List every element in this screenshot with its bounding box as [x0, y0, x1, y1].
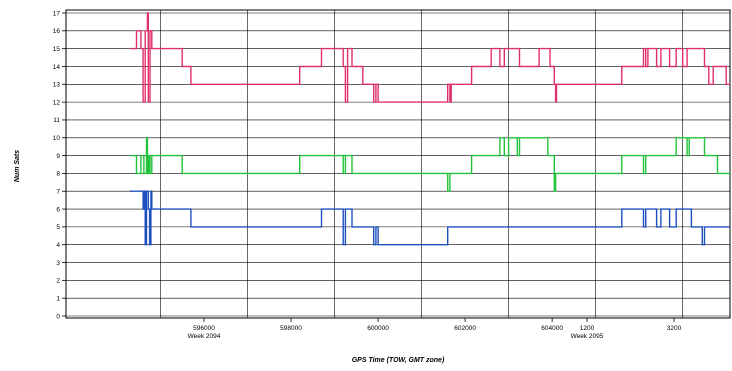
series-line-0 — [130, 12, 730, 103]
x-tick-label: 598000 — [280, 325, 302, 332]
y-tick-label: 12 — [53, 99, 61, 106]
x-axis-label: GPS Time (TOW, GMT zone) — [352, 357, 445, 364]
y-tick-label: 0 — [56, 313, 60, 320]
y-tick-label: 1 — [56, 295, 60, 302]
y-tick-label: 14 — [53, 64, 61, 71]
y-tick-label: 8 — [56, 171, 60, 178]
y-tick-label: 5 — [56, 224, 60, 231]
y-tick-label: 7 — [56, 189, 60, 196]
x-tick-sublabel: Week 2095 — [571, 333, 604, 340]
y-tick-label: 17 — [53, 10, 61, 17]
y-tick-label: 9 — [56, 153, 60, 160]
plot-area — [65, 9, 731, 319]
y-tick-label: 10 — [53, 135, 61, 142]
y-tick-label: 11 — [53, 117, 60, 124]
x-tick-label: 604000 — [541, 325, 563, 332]
series-line-1 — [130, 137, 730, 192]
y-tick-label: 13 — [53, 82, 61, 89]
series-group — [130, 12, 730, 246]
x-tick-label: 3200 — [667, 325, 682, 332]
x-tick-label: 1200 — [580, 325, 595, 332]
x-tick-label: 596000 — [193, 325, 215, 332]
y-tick-label: 6 — [56, 206, 60, 213]
y-tick-label: 15 — [53, 46, 61, 53]
y-tick-label: 3 — [56, 260, 60, 267]
x-tick-label: 600000 — [367, 325, 389, 332]
x-tick-label: 602000 — [454, 325, 476, 332]
y-axis-label: Num Sats — [14, 150, 21, 182]
x-tick-sublabel: Week 2094 — [188, 333, 221, 340]
y-tick-label: 16 — [53, 28, 61, 35]
series-line-2 — [130, 190, 730, 246]
y-tick-label: 4 — [56, 242, 60, 249]
y-tick-label: 2 — [56, 278, 60, 285]
